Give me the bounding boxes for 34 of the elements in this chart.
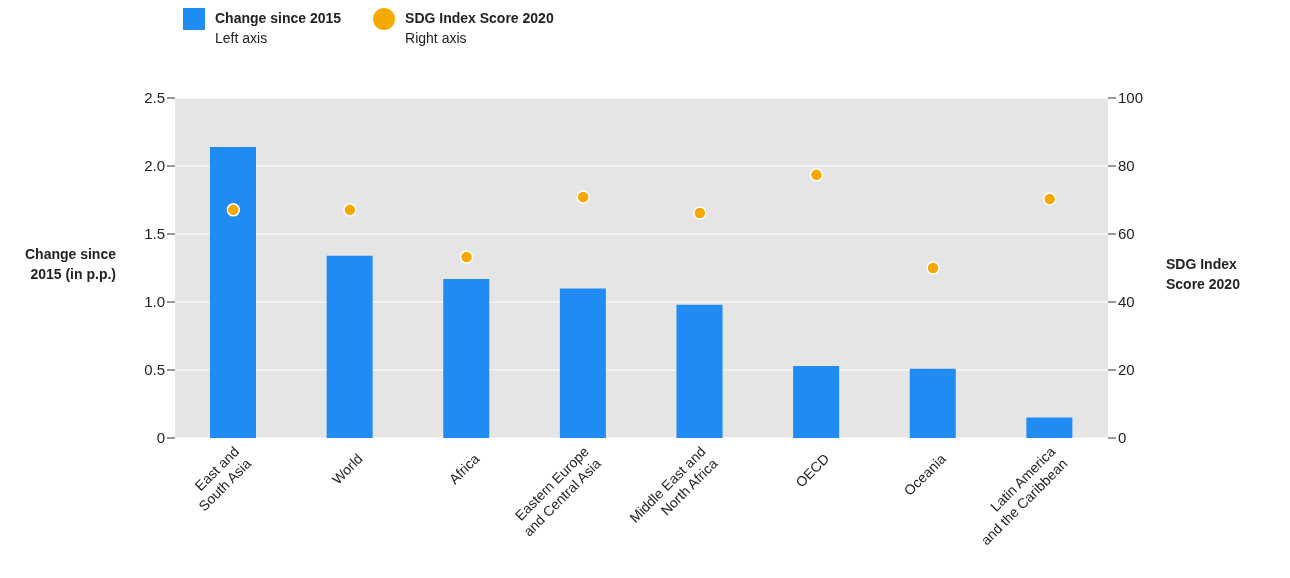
point	[459, 250, 474, 264]
y-tick-label: 2.0	[144, 157, 165, 175]
bar	[793, 365, 840, 438]
y2-tick-label: 20	[1118, 361, 1135, 379]
bar	[326, 255, 373, 438]
y-tick-label: 2.5	[144, 89, 165, 107]
text: Right axis	[405, 29, 468, 48]
bar	[559, 288, 606, 438]
point	[1042, 192, 1057, 206]
text: Left axis	[215, 29, 269, 48]
bar	[210, 146, 256, 438]
bar	[909, 368, 956, 438]
legend-label: Change since 2015	[215, 9, 342, 28]
y-tick-label: 1.5	[144, 225, 165, 243]
y2-tick-label: 40	[1118, 293, 1135, 311]
point	[926, 261, 940, 275]
y-tick-label: 1.0	[144, 293, 165, 311]
y2-tick-label: 100	[1118, 89, 1144, 107]
y2-tick-label: 80	[1118, 157, 1135, 175]
y-axis-title: Change since 2015 (in p.p.)	[23, 245, 116, 284]
point	[226, 203, 241, 217]
y2-tick-label: 60	[1118, 225, 1135, 243]
y-tick-label: 0	[156, 429, 165, 447]
point	[809, 168, 824, 182]
y2-axis-title: SDG Index Score 2020	[1166, 255, 1241, 294]
point	[693, 206, 707, 220]
point	[343, 203, 357, 217]
bar	[1026, 417, 1073, 438]
y-tick-label: 0.5	[144, 361, 165, 379]
point	[576, 190, 590, 204]
legend-label: SDG Index Score 2020	[405, 9, 554, 28]
y2-tick-label: 0	[1118, 429, 1127, 447]
bar	[676, 304, 723, 438]
bar	[443, 278, 490, 438]
